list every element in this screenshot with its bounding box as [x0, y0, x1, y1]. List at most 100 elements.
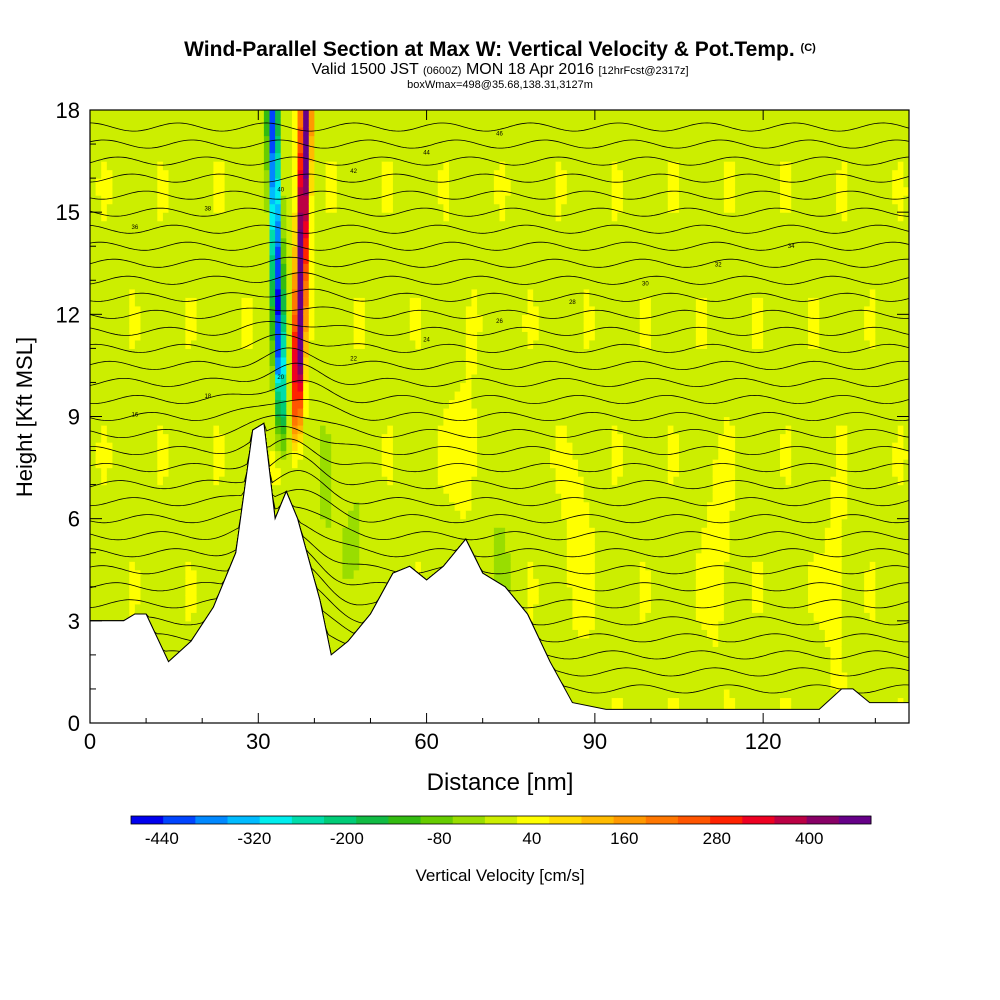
velocity-cell — [471, 118, 478, 128]
velocity-cell — [151, 544, 158, 554]
velocity-cell — [359, 433, 366, 443]
velocity-cell — [291, 220, 299, 230]
velocity-cell — [471, 203, 478, 213]
velocity-cell — [392, 220, 400, 230]
velocity-cell — [179, 161, 186, 171]
velocity-cell — [449, 390, 456, 401]
velocity-cell — [325, 484, 332, 494]
velocity-cell — [157, 178, 164, 188]
velocity-cell — [190, 390, 198, 401]
velocity-cell — [190, 110, 198, 120]
velocity-cell — [381, 144, 388, 154]
velocity-cell — [269, 297, 276, 307]
velocity-cell — [465, 373, 473, 384]
velocity-cell — [308, 399, 315, 409]
velocity-cell — [95, 467, 102, 477]
velocity-cell — [190, 127, 198, 137]
velocity-cell — [319, 544, 327, 554]
velocity-cell — [230, 390, 237, 401]
velocity-cell — [213, 493, 220, 503]
velocity-cell — [477, 544, 484, 554]
velocity-cell — [90, 280, 97, 290]
velocity-cell — [465, 433, 473, 443]
velocity-cell — [297, 501, 304, 511]
velocity-cell — [348, 569, 355, 579]
velocity-cell — [129, 186, 136, 196]
velocity-cell — [162, 442, 170, 452]
velocity-cell — [168, 331, 175, 341]
velocity-cell — [190, 399, 198, 409]
velocity-cell — [95, 390, 102, 401]
velocity-cell — [387, 246, 394, 256]
velocity-cell — [325, 476, 332, 486]
velocity-cell — [185, 297, 192, 307]
velocity-cell — [90, 322, 97, 332]
velocity-cell — [286, 459, 293, 469]
velocity-cell — [415, 297, 422, 307]
velocity-cell — [387, 229, 394, 239]
velocity-cell — [353, 314, 360, 324]
velocity-cell — [162, 314, 170, 324]
velocity-cell — [325, 612, 332, 622]
velocity-cell — [336, 322, 344, 332]
velocity-cell — [353, 373, 360, 384]
velocity-cell — [280, 331, 287, 341]
velocity-cell — [449, 195, 456, 205]
velocity-cell — [415, 110, 422, 120]
velocity-cell — [90, 433, 97, 443]
velocity-cell — [101, 510, 108, 520]
velocity-cell — [207, 442, 215, 452]
velocity-cell — [471, 246, 478, 256]
velocity-cell — [118, 459, 125, 469]
velocity-cell — [409, 442, 416, 452]
velocity-cell — [387, 552, 394, 562]
velocity-cell — [348, 356, 355, 367]
velocity-cell — [404, 518, 411, 528]
velocity-cell — [207, 305, 215, 315]
velocity-cell — [291, 169, 299, 179]
velocity-cell — [146, 459, 153, 469]
velocity-cell — [162, 152, 170, 162]
velocity-cell — [146, 135, 153, 145]
velocity-cell — [308, 535, 315, 545]
velocity-cell — [381, 535, 388, 545]
velocity-cell — [146, 586, 153, 596]
velocity-cell — [381, 280, 388, 290]
velocity-cell — [146, 425, 153, 435]
velocity-cell — [129, 203, 136, 213]
velocity-cell — [348, 493, 355, 503]
velocity-cell — [465, 203, 473, 213]
velocity-cell — [106, 510, 114, 520]
velocity-cell — [123, 288, 130, 298]
velocity-cell — [359, 382, 366, 392]
velocity-cell — [303, 518, 310, 528]
velocity-cell — [179, 450, 186, 460]
velocity-cell — [471, 161, 478, 171]
velocity-cell — [398, 212, 405, 222]
velocity-cell — [95, 518, 102, 528]
velocity-cell — [196, 399, 203, 409]
velocity-cell — [348, 603, 355, 613]
velocity-cell — [437, 152, 445, 162]
velocity-cell — [219, 322, 226, 332]
velocity-cell — [342, 425, 349, 435]
velocity-cell — [308, 288, 315, 298]
velocity-cell — [319, 365, 327, 375]
velocity-cell — [185, 569, 192, 579]
velocity-cell — [370, 373, 377, 384]
velocity-cell — [342, 382, 349, 392]
velocity-cell — [471, 229, 478, 239]
velocity-cell — [336, 271, 344, 281]
velocity-cell — [426, 416, 433, 426]
velocity-cell — [325, 407, 332, 418]
velocity-cell — [449, 527, 456, 537]
velocity-cell — [134, 127, 142, 137]
velocity-cell — [174, 501, 181, 511]
velocity-cell — [432, 178, 439, 188]
velocity-cell — [404, 535, 411, 545]
velocity-cell — [415, 356, 422, 367]
velocity-cell — [477, 552, 484, 562]
velocity-cell — [185, 348, 192, 358]
velocity-cell — [174, 518, 181, 528]
velocity-cell — [95, 612, 102, 622]
